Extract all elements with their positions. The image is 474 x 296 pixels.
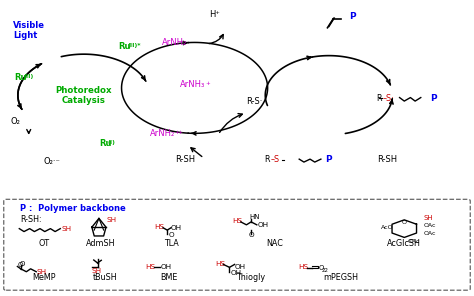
Text: AcO: AcO xyxy=(381,225,393,230)
Text: R-SH: R-SH xyxy=(377,155,397,164)
Text: SH: SH xyxy=(423,215,433,221)
Text: ArNH₂: ArNH₂ xyxy=(162,38,187,47)
Text: H⁺: H⁺ xyxy=(209,10,220,19)
Text: SH: SH xyxy=(107,217,117,223)
Text: (I): (I) xyxy=(108,140,116,145)
Text: TLA: TLA xyxy=(164,239,178,248)
Text: MeMP: MeMP xyxy=(32,273,55,282)
Text: mPEGSH: mPEGSH xyxy=(323,273,358,282)
Text: O₂: O₂ xyxy=(11,117,21,126)
Text: HS: HS xyxy=(145,264,155,270)
Text: Visible
Light: Visible Light xyxy=(13,21,45,41)
Text: OH: OH xyxy=(235,264,246,270)
Text: ++: ++ xyxy=(175,130,184,135)
Text: HS: HS xyxy=(155,224,164,230)
Text: Ru: Ru xyxy=(118,42,130,51)
Text: SH: SH xyxy=(92,268,102,274)
Text: ArNH₂: ArNH₂ xyxy=(150,129,175,139)
Text: HN: HN xyxy=(249,214,260,220)
Text: O: O xyxy=(18,262,23,268)
Text: P: P xyxy=(430,94,437,103)
Text: ArNH₃: ArNH₃ xyxy=(180,81,205,89)
Text: SH: SH xyxy=(36,269,47,275)
Text: R: R xyxy=(264,155,270,164)
Text: (II): (II) xyxy=(23,74,33,79)
Text: O: O xyxy=(248,232,254,238)
Text: (II)*: (II)* xyxy=(128,43,141,48)
Text: P :  Polymer backbone: P : Polymer backbone xyxy=(20,204,126,213)
Text: OT: OT xyxy=(38,239,49,248)
Text: O₂·⁻: O₂·⁻ xyxy=(44,157,61,166)
Text: R-SH: R-SH xyxy=(175,155,195,164)
Text: OH: OH xyxy=(171,225,182,231)
Text: Thiogly: Thiogly xyxy=(237,273,266,282)
Text: +: + xyxy=(205,81,210,86)
Text: –S·: –S· xyxy=(382,94,394,103)
Text: R: R xyxy=(376,94,382,103)
Text: OH: OH xyxy=(160,264,171,270)
Text: OH: OH xyxy=(230,270,242,276)
Text: 22: 22 xyxy=(322,268,329,273)
Text: P: P xyxy=(325,155,331,164)
Text: HS: HS xyxy=(232,218,242,224)
Text: tBuSH: tBuSH xyxy=(93,273,118,282)
Text: Photoredox
Catalysis: Photoredox Catalysis xyxy=(55,86,112,105)
Text: O: O xyxy=(19,260,25,266)
Text: Ru: Ru xyxy=(15,73,27,82)
Text: AdmSH: AdmSH xyxy=(86,239,115,248)
Text: Ru: Ru xyxy=(100,139,112,148)
Text: O: O xyxy=(168,232,174,238)
Text: BME: BME xyxy=(160,273,177,282)
Text: R-S·: R-S· xyxy=(246,96,263,106)
Text: OAc: OAc xyxy=(423,231,436,236)
Text: HS: HS xyxy=(298,264,309,270)
Text: SH: SH xyxy=(61,226,72,232)
Text: O: O xyxy=(401,220,406,225)
Text: OAc: OAc xyxy=(408,239,420,244)
Text: –S: –S xyxy=(271,155,280,164)
Text: OAc: OAc xyxy=(424,223,437,228)
Text: OH: OH xyxy=(257,222,268,228)
Text: O: O xyxy=(319,265,324,271)
Text: HS: HS xyxy=(215,261,225,267)
Text: R-SH:: R-SH: xyxy=(20,215,42,224)
FancyBboxPatch shape xyxy=(4,199,470,290)
Text: NAC: NAC xyxy=(266,239,283,248)
Text: AcGlcSH: AcGlcSH xyxy=(387,239,421,248)
Text: P: P xyxy=(349,12,356,20)
